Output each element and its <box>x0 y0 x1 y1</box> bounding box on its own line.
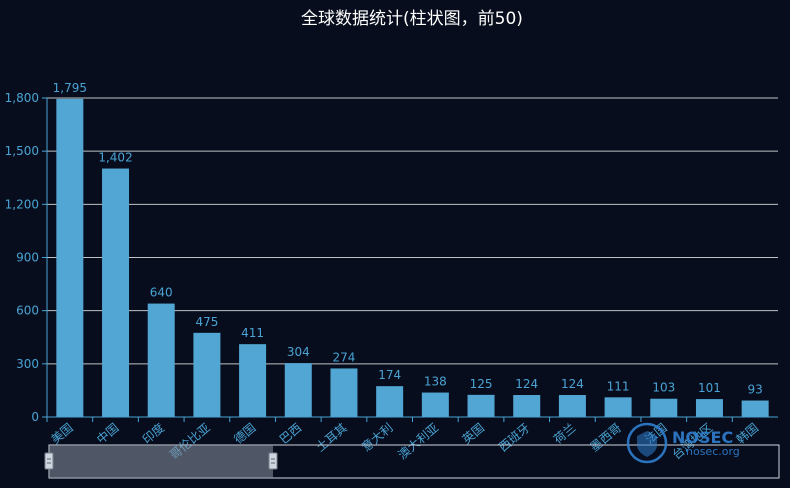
data-label: 101 <box>698 381 721 395</box>
y-tick-label: 300 <box>16 357 39 371</box>
watermark-brand: NOSEC <box>672 428 733 447</box>
bar[interactable] <box>284 363 312 417</box>
bar[interactable] <box>558 395 586 417</box>
bar[interactable] <box>147 303 175 417</box>
y-tick-label: 0 <box>31 410 39 424</box>
watermark: NOSEC nosec.org <box>626 422 740 464</box>
x-tick-label: 土耳其 <box>313 421 350 455</box>
data-label: 1,402 <box>98 151 132 165</box>
chart-title: 全球数据统计(柱状图，前50) <box>301 9 523 29</box>
data-zoom-slider[interactable] <box>44 444 780 479</box>
y-tick-label: 1,500 <box>5 144 39 158</box>
y-tick-label: 900 <box>16 251 39 265</box>
data-label: 274 <box>333 350 356 364</box>
data-label: 124 <box>515 377 538 391</box>
x-tick-label: 中国 <box>93 420 121 447</box>
y-tick-label: 1,800 <box>5 91 39 105</box>
bar[interactable] <box>102 168 130 417</box>
x-tick-label: 韩国 <box>733 420 761 447</box>
data-label: 475 <box>195 315 218 329</box>
y-axis: 0 300 600 900 1,200 1,500 1,800 <box>5 91 48 424</box>
x-tick-label: 意大利 <box>358 420 395 455</box>
zoom-window[interactable] <box>49 445 273 478</box>
x-tick-label: 印度 <box>139 420 167 447</box>
data-label: 103 <box>652 381 675 395</box>
bar[interactable] <box>330 368 358 417</box>
data-label: 1,795 <box>53 81 87 95</box>
x-tick-label: 荷兰 <box>551 421 578 447</box>
bars <box>56 98 769 417</box>
y-tick-label: 600 <box>16 304 39 318</box>
y-tick-label: 1,200 <box>5 197 39 211</box>
data-label: 125 <box>470 377 493 391</box>
x-tick-label: 美国 <box>48 421 75 447</box>
bar[interactable] <box>650 398 678 417</box>
zoom-handle-right[interactable] <box>268 452 278 470</box>
data-labels: 1,795 1,402 640 475 411 304 274 174 138 125 124 124… <box>53 81 763 397</box>
zoom-handle-left[interactable] <box>44 452 54 470</box>
data-label: 304 <box>287 345 310 359</box>
bar[interactable] <box>376 386 404 417</box>
bar[interactable] <box>467 394 495 417</box>
data-label: 174 <box>378 368 401 382</box>
bar[interactable] <box>239 344 267 417</box>
data-label: 411 <box>241 326 264 340</box>
x-tick-label: 巴西 <box>277 421 304 447</box>
bar[interactable] <box>421 392 449 417</box>
data-label: 138 <box>424 375 447 389</box>
data-label: 111 <box>607 379 630 393</box>
bar[interactable] <box>193 332 221 417</box>
x-tick-label: 德国 <box>230 420 258 447</box>
x-tick-label: 澳大利亚 <box>395 421 441 463</box>
data-label: 640 <box>150 286 173 300</box>
bar[interactable] <box>741 400 769 417</box>
data-label: 93 <box>748 383 763 397</box>
watermark-sub: nosec.org <box>686 445 740 458</box>
bar[interactable] <box>56 98 84 417</box>
bar[interactable] <box>513 395 541 417</box>
watermark-shield-icon <box>637 431 657 457</box>
data-label: 124 <box>561 377 584 391</box>
x-tick-label: 英国 <box>460 421 487 447</box>
watermark-logo-icon <box>626 422 668 464</box>
bar[interactable] <box>695 399 723 417</box>
x-tick-label: 墨西哥 <box>587 421 624 455</box>
x-tick-label: 西班牙 <box>496 421 533 455</box>
bar[interactable] <box>604 397 632 417</box>
